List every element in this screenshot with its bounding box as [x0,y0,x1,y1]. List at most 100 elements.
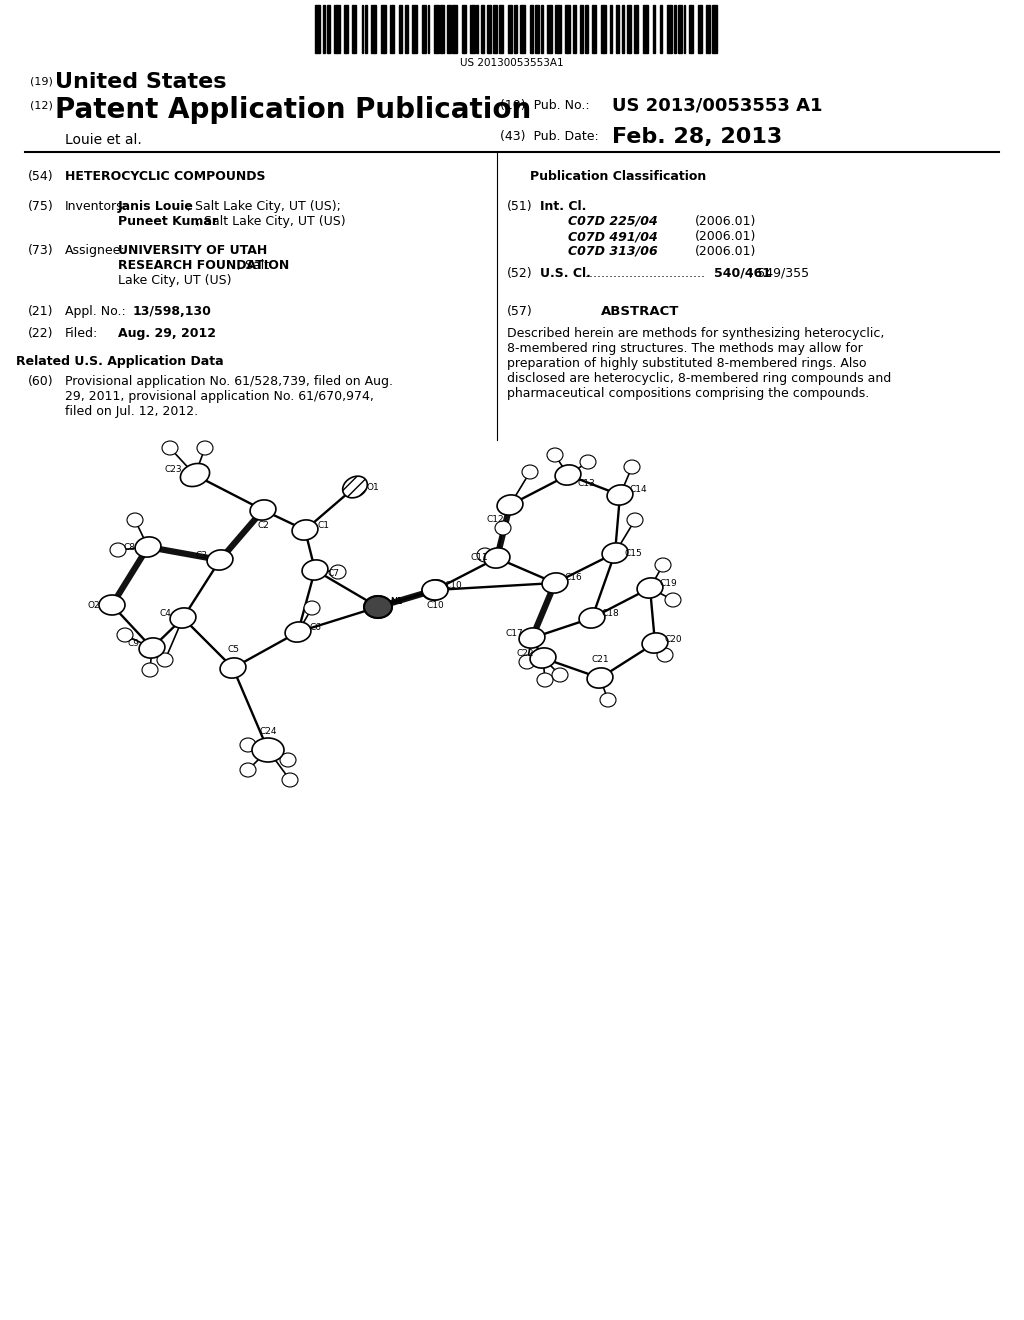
Text: , Salt Lake City, UT (US);: , Salt Lake City, UT (US); [187,201,341,213]
Text: C16: C16 [564,573,582,582]
Ellipse shape [110,543,126,557]
Ellipse shape [495,521,511,535]
Text: Described herein are methods for synthesizing heterocyclic,: Described herein are methods for synthes… [507,327,885,341]
Bar [371,5,376,53]
Ellipse shape [127,513,143,527]
Text: Related U.S. Application Data: Related U.S. Application Data [16,355,224,368]
Text: (51): (51) [507,201,532,213]
Ellipse shape [655,558,671,572]
Ellipse shape [422,579,447,601]
Bar [412,5,418,53]
Bar [390,5,394,53]
Text: 13/598,130: 13/598,130 [133,305,212,318]
Bar [344,5,348,53]
Text: C5: C5 [227,645,239,655]
Text: ABSTRACT: ABSTRACT [601,305,679,318]
Bar [520,5,525,53]
Bar [684,5,685,53]
Text: O1: O1 [367,483,379,491]
Text: (12): (12) [30,100,53,110]
Ellipse shape [285,622,311,642]
Text: C22: C22 [516,648,534,657]
Text: C3: C3 [196,552,208,561]
Text: United States: United States [55,73,226,92]
Bar [573,5,575,53]
Ellipse shape [240,763,256,777]
Text: C24: C24 [259,727,276,737]
Text: Int. Cl.: Int. Cl. [540,201,587,213]
Ellipse shape [607,484,633,506]
Bar [643,5,647,53]
Ellipse shape [250,500,275,520]
Bar [616,5,618,53]
Ellipse shape [292,520,317,540]
Text: C14: C14 [629,486,647,495]
Ellipse shape [627,513,643,527]
Ellipse shape [117,628,133,642]
Ellipse shape [162,441,178,455]
Ellipse shape [252,738,284,762]
Text: Patent Application Publication: Patent Application Publication [55,96,531,124]
Text: (21): (21) [28,305,53,318]
Text: 29, 2011, provisional application No. 61/670,974,: 29, 2011, provisional application No. 61… [65,389,374,403]
Bar [352,5,356,53]
Bar [365,5,368,53]
Bar [315,5,321,53]
Ellipse shape [542,573,568,593]
Text: N1: N1 [390,598,402,606]
Text: C23: C23 [164,465,182,474]
Text: 540/461: 540/461 [714,267,771,280]
Text: disclosed are heterocyclic, 8-membered ring compounds and: disclosed are heterocyclic, 8-membered r… [507,372,891,385]
Ellipse shape [519,655,535,669]
Text: (10)  Pub. No.:: (10) Pub. No.: [500,99,590,112]
Text: C7: C7 [327,569,339,578]
Text: C1: C1 [317,520,329,529]
Bar [674,5,676,53]
Text: C2: C2 [257,521,269,531]
Bar [592,5,596,53]
Text: C10: C10 [444,582,462,590]
Text: (22): (22) [28,327,53,341]
Ellipse shape [530,648,556,668]
Ellipse shape [282,774,298,787]
Bar [530,5,532,53]
Ellipse shape [580,455,596,469]
Bar [381,5,386,53]
Ellipse shape [580,609,605,628]
Text: (60): (60) [28,375,53,388]
Text: filed on Jul. 12, 2012.: filed on Jul. 12, 2012. [65,405,198,418]
Ellipse shape [142,663,158,677]
Ellipse shape [600,693,616,708]
Ellipse shape [519,628,545,648]
Ellipse shape [477,548,493,562]
Ellipse shape [180,463,210,487]
Text: (2006.01): (2006.01) [695,215,757,228]
Text: C07D 225/04: C07D 225/04 [568,215,657,228]
Text: C13: C13 [578,479,595,487]
Bar [422,5,426,53]
Ellipse shape [657,648,673,663]
Bar [541,5,543,53]
Text: Appl. No.:: Appl. No.: [65,305,126,318]
Bar [398,5,401,53]
Ellipse shape [624,459,640,474]
Bar [564,5,569,53]
Text: U.S. Cl.: U.S. Cl. [540,267,591,280]
Bar [470,5,474,53]
Bar [667,5,672,53]
Text: C20: C20 [665,635,682,644]
Text: (73): (73) [28,244,53,257]
Bar [659,5,663,53]
Bar [601,5,606,53]
Text: C07D 313/06: C07D 313/06 [568,246,657,257]
Text: (52): (52) [507,267,532,280]
Text: Filed:: Filed: [65,327,98,341]
Bar [634,5,638,53]
Text: C6: C6 [310,623,322,632]
Text: C8: C8 [124,543,136,552]
Bar [536,5,539,53]
Bar [623,5,625,53]
Text: C9: C9 [128,639,140,648]
Text: (2006.01): (2006.01) [695,230,757,243]
Text: preparation of highly substituted 8-membered rings. Also: preparation of highly substituted 8-memb… [507,356,866,370]
